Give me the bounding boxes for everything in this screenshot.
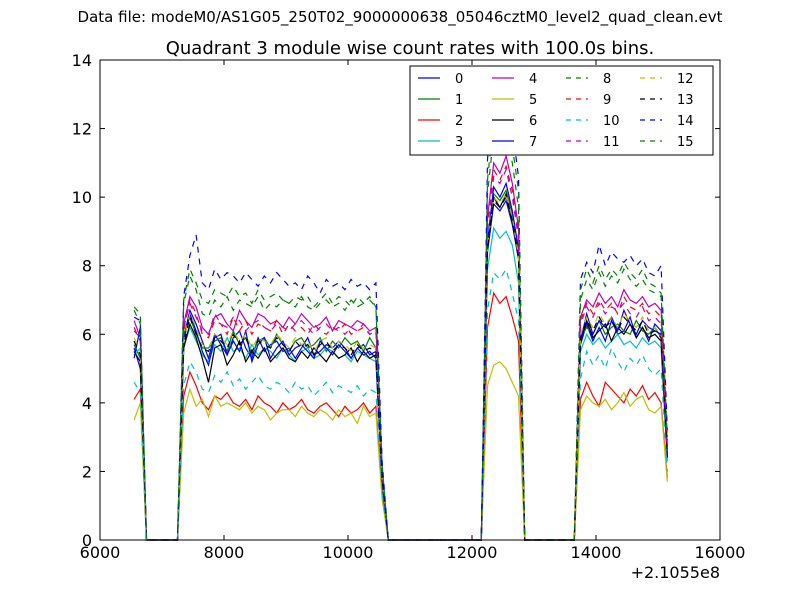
legend-label-14: 14 <box>677 114 694 129</box>
y-tick-label: 4 <box>82 394 92 413</box>
y-tick-label: 2 <box>82 462 92 481</box>
legend-label-3: 3 <box>455 135 463 150</box>
legend-label-10: 10 <box>603 114 620 129</box>
legend-label-2: 2 <box>455 114 463 129</box>
y-tick-label: 10 <box>72 188 92 207</box>
legend-label-12: 12 <box>677 72 694 87</box>
legend-label-5: 5 <box>529 93 537 108</box>
x-tick-label: 10000 <box>323 543 374 562</box>
series-5-line <box>133 360 668 541</box>
legend-label-11: 11 <box>603 135 620 150</box>
series-15-line <box>133 112 668 541</box>
legend-label-8: 8 <box>603 72 611 87</box>
series-10-line <box>133 267 668 541</box>
legend-label-7: 7 <box>529 135 537 150</box>
x-tick-label: 6000 <box>80 543 121 562</box>
x-tick-label: 8000 <box>204 543 245 562</box>
series-8-line <box>133 130 668 541</box>
series-9-line <box>133 164 668 541</box>
series-0-line <box>133 199 668 541</box>
chart-title: Quadrant 3 module wise count rates with … <box>166 38 655 59</box>
legend-label-15: 15 <box>677 135 694 150</box>
x-offset-label: +2.1055e8 <box>631 563 720 582</box>
legend-label-9: 9 <box>603 93 611 108</box>
legend-label-0: 0 <box>455 72 463 87</box>
series-13-line <box>133 195 668 541</box>
y-tick-label: 12 <box>72 120 92 139</box>
series-14-line <box>133 87 668 541</box>
y-tick-label: 6 <box>82 325 92 344</box>
data-file-supertitle: Data file: modeM0/AS1G05_250T02_90000006… <box>77 8 723 26</box>
legend-label-4: 4 <box>529 72 537 87</box>
x-tick-label: 16000 <box>695 543 746 562</box>
series-12-line <box>133 192 668 541</box>
series-layer <box>133 87 668 541</box>
legend-box <box>409 65 714 156</box>
series-6-line <box>133 191 668 541</box>
legend-label-6: 6 <box>529 114 537 129</box>
plot-frame <box>99 59 721 541</box>
y-tick-label: 14 <box>72 51 92 70</box>
x-tick-label: 14000 <box>571 543 622 562</box>
series-1-line <box>133 188 668 541</box>
series-2-line <box>133 291 668 541</box>
x-tick-label: 12000 <box>447 543 498 562</box>
legend-label-1: 1 <box>455 93 463 108</box>
series-11-line <box>133 167 668 541</box>
series-7-line <box>133 181 668 541</box>
y-tick-label: 0 <box>82 531 92 550</box>
y-tick-label: 8 <box>82 257 92 276</box>
legend-label-13: 13 <box>677 93 694 108</box>
series-4-line <box>133 153 668 541</box>
